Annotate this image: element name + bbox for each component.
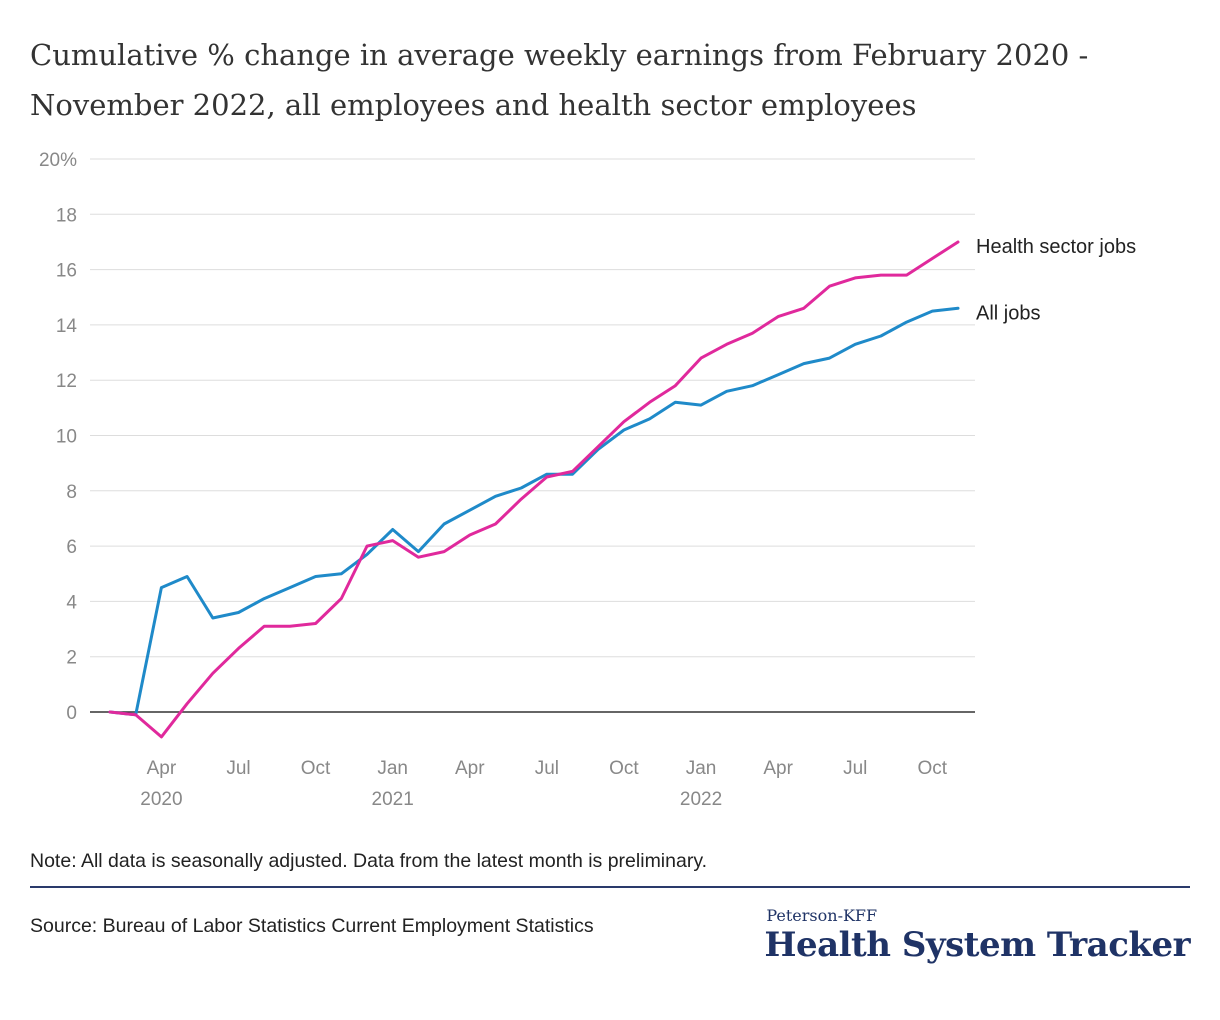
chart-source: Source: Bureau of Labor Statistics Curre…: [30, 912, 630, 940]
x-year-label: 2020: [140, 789, 182, 810]
brand-main-text: Health System Tracker: [764, 925, 1190, 965]
x-axis-ticks: Apr 2020 Jul Oct Jan 2021 Apr Jul Oct Jan 2022 Apr J…: [140, 758, 948, 810]
chart-note: Note: All data is seasonally adjusted. D…: [30, 850, 707, 873]
y-tick-label: 8: [66, 482, 77, 503]
y-tick-label: 12: [56, 371, 77, 392]
y-tick-label: 16: [56, 261, 77, 282]
x-tick-label: Jul: [535, 758, 559, 779]
y-tick-label: 0: [66, 703, 77, 724]
y-tick-label: 18: [56, 205, 77, 226]
y-tick-label: 2: [66, 648, 77, 669]
y-tick-label: 4: [66, 592, 77, 613]
y-tick-label: 6: [66, 537, 77, 558]
y-axis-ticks: 20% 18 16 14 12 10 8 6 4 2 0: [39, 150, 77, 724]
x-tick-label: Oct: [609, 758, 639, 779]
x-tick-label: Apr: [763, 758, 793, 779]
y-tick-label: 14: [56, 316, 78, 337]
x-tick-label: Jul: [226, 758, 250, 779]
x-year-label: 2022: [680, 789, 722, 810]
all-jobs-line: [110, 308, 958, 715]
x-tick-label: Apr: [455, 758, 485, 779]
gridlines: [90, 159, 975, 712]
series-lines: [110, 242, 958, 737]
x-tick-label: Jul: [843, 758, 867, 779]
health-sector-label: Health sector jobs: [976, 236, 1136, 258]
all-jobs-label: All jobs: [976, 302, 1040, 324]
x-tick-label: Oct: [918, 758, 948, 779]
y-tick-label: 10: [56, 427, 77, 448]
series-labels: All jobs Health sector jobs: [976, 236, 1136, 324]
brand-logo: Peterson-KFF Health System Tracker: [764, 906, 1190, 965]
brand-top-text: Peterson-KFF: [766, 906, 1190, 925]
divider: [30, 886, 1190, 888]
x-tick-label: Jan: [377, 758, 408, 779]
x-tick-label: Jan: [686, 758, 717, 779]
x-tick-label: Oct: [301, 758, 331, 779]
x-tick-label: Apr: [147, 758, 177, 779]
y-tick-label: 20%: [39, 150, 77, 171]
health-sector-line: [110, 242, 958, 737]
x-year-label: 2021: [372, 789, 414, 810]
